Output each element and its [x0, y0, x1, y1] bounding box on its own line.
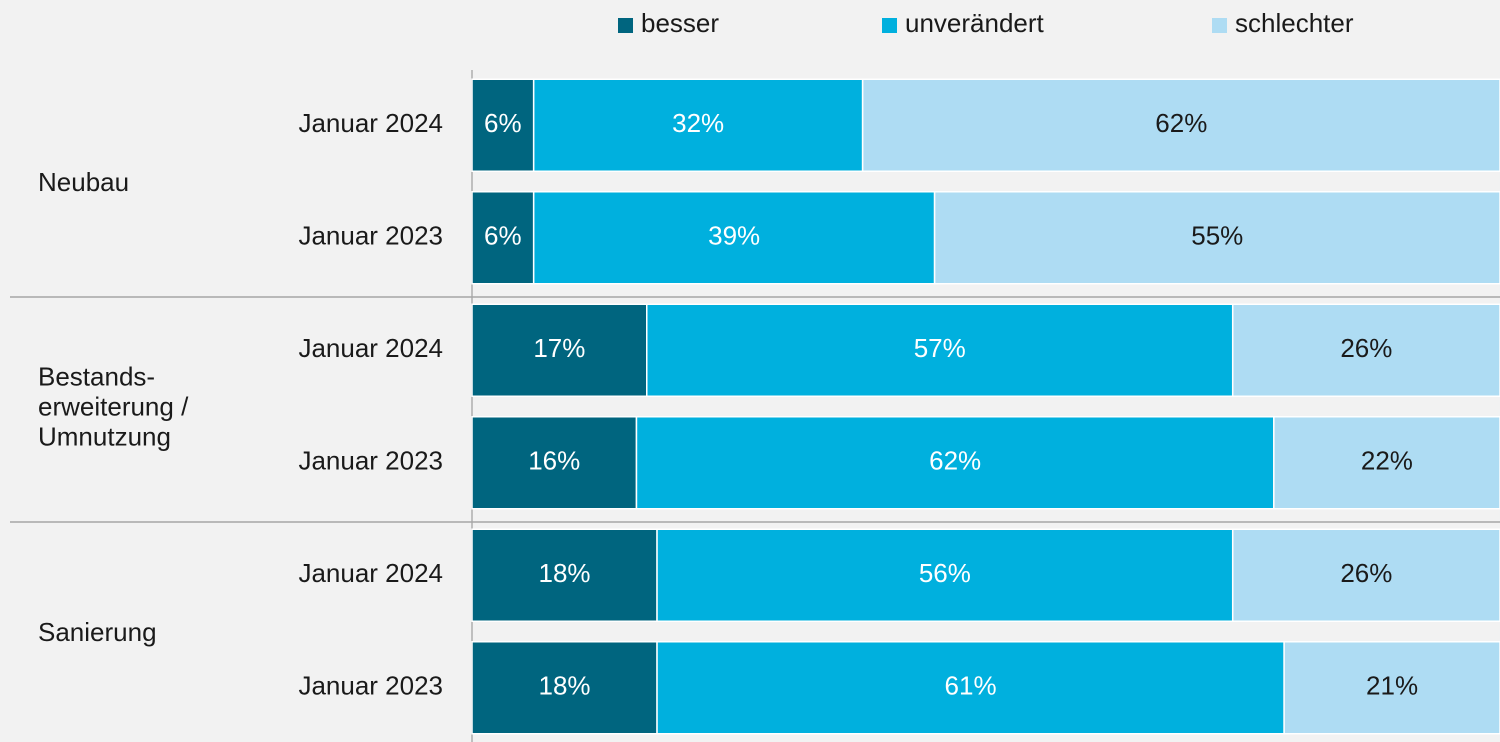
legend-swatch	[1212, 18, 1227, 33]
data-label: 62%	[929, 446, 981, 476]
category-label: Januar 2023	[298, 446, 443, 476]
data-label: 57%	[914, 333, 966, 363]
data-label: 6%	[484, 221, 522, 251]
bar-segment	[656, 641, 1285, 735]
group-label: Sanierung	[38, 616, 157, 647]
data-label: 26%	[1340, 558, 1392, 588]
data-label: 39%	[708, 221, 760, 251]
data-label: 16%	[528, 446, 580, 476]
bar-segment	[933, 191, 1500, 285]
legend-swatch	[618, 18, 633, 33]
data-label: 55%	[1191, 221, 1243, 251]
data-label: 18%	[538, 558, 590, 588]
data-label: 6%	[484, 108, 522, 138]
bar-segment	[471, 78, 535, 172]
group-label: Bestands- erweiterung / Umnutzung	[38, 360, 189, 452]
data-label: 62%	[1155, 108, 1207, 138]
bar-segment	[1283, 641, 1500, 735]
bar-segment	[471, 303, 648, 397]
bar-segment	[646, 303, 1234, 397]
data-label: 21%	[1366, 671, 1418, 701]
legend-label: schlechter	[1235, 8, 1354, 38]
bar-segment	[532, 191, 936, 285]
bar-segment	[1231, 528, 1500, 622]
bar-segment	[861, 78, 1500, 172]
data-label: 32%	[672, 108, 724, 138]
bar-segment	[1231, 303, 1500, 397]
group-label: Neubau	[38, 166, 130, 197]
category-label: Januar 2023	[298, 671, 443, 701]
legend-label: besser	[641, 8, 719, 38]
category-label: Januar 2023	[298, 221, 443, 251]
bar-segment	[471, 528, 658, 622]
data-label: 56%	[919, 558, 971, 588]
data-label: 61%	[945, 671, 997, 701]
bar-segment	[471, 641, 658, 735]
data-label: 18%	[538, 671, 590, 701]
category-label: Januar 2024	[298, 558, 443, 588]
legend-label: unverändert	[905, 8, 1045, 38]
bar-segment	[1273, 416, 1500, 510]
bar-segment	[471, 191, 535, 285]
bar-segment	[656, 528, 1234, 622]
category-label: Januar 2024	[298, 108, 443, 138]
category-label: Januar 2024	[298, 333, 443, 363]
bar-segment	[635, 416, 1275, 510]
data-label: 22%	[1361, 446, 1413, 476]
data-label: 17%	[533, 333, 585, 363]
legend-swatch	[882, 18, 897, 33]
bar-segment	[532, 78, 864, 172]
data-label: 26%	[1340, 333, 1392, 363]
